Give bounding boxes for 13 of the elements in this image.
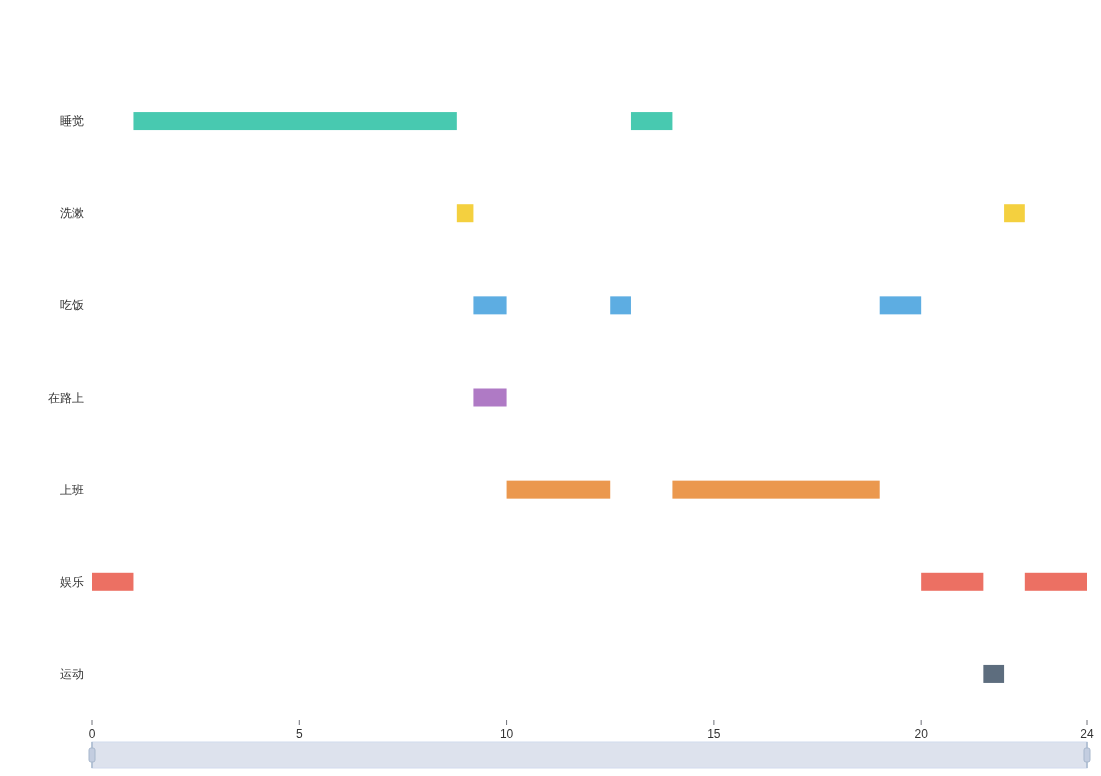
x-tick-label: 5 <box>295 727 303 741</box>
y-tick-label: 洗漱 <box>60 206 84 221</box>
y-tick-label: 上班 <box>60 482 84 497</box>
y-tick-label: 睡觉 <box>60 114 84 129</box>
x-tick-label: 0 <box>88 727 96 741</box>
y-tick-label: 吃饭 <box>60 298 84 313</box>
x-tick-label: 20 <box>914 727 929 741</box>
y-tick-label: 运动 <box>60 666 84 681</box>
x-tick-label: 10 <box>499 727 514 741</box>
x-tick-label: 24 <box>1080 727 1094 741</box>
y-tick-label: 在路上 <box>48 390 84 405</box>
y-tick-label: 娱乐 <box>60 574 84 589</box>
x-tick-label: 15 <box>707 727 721 741</box>
